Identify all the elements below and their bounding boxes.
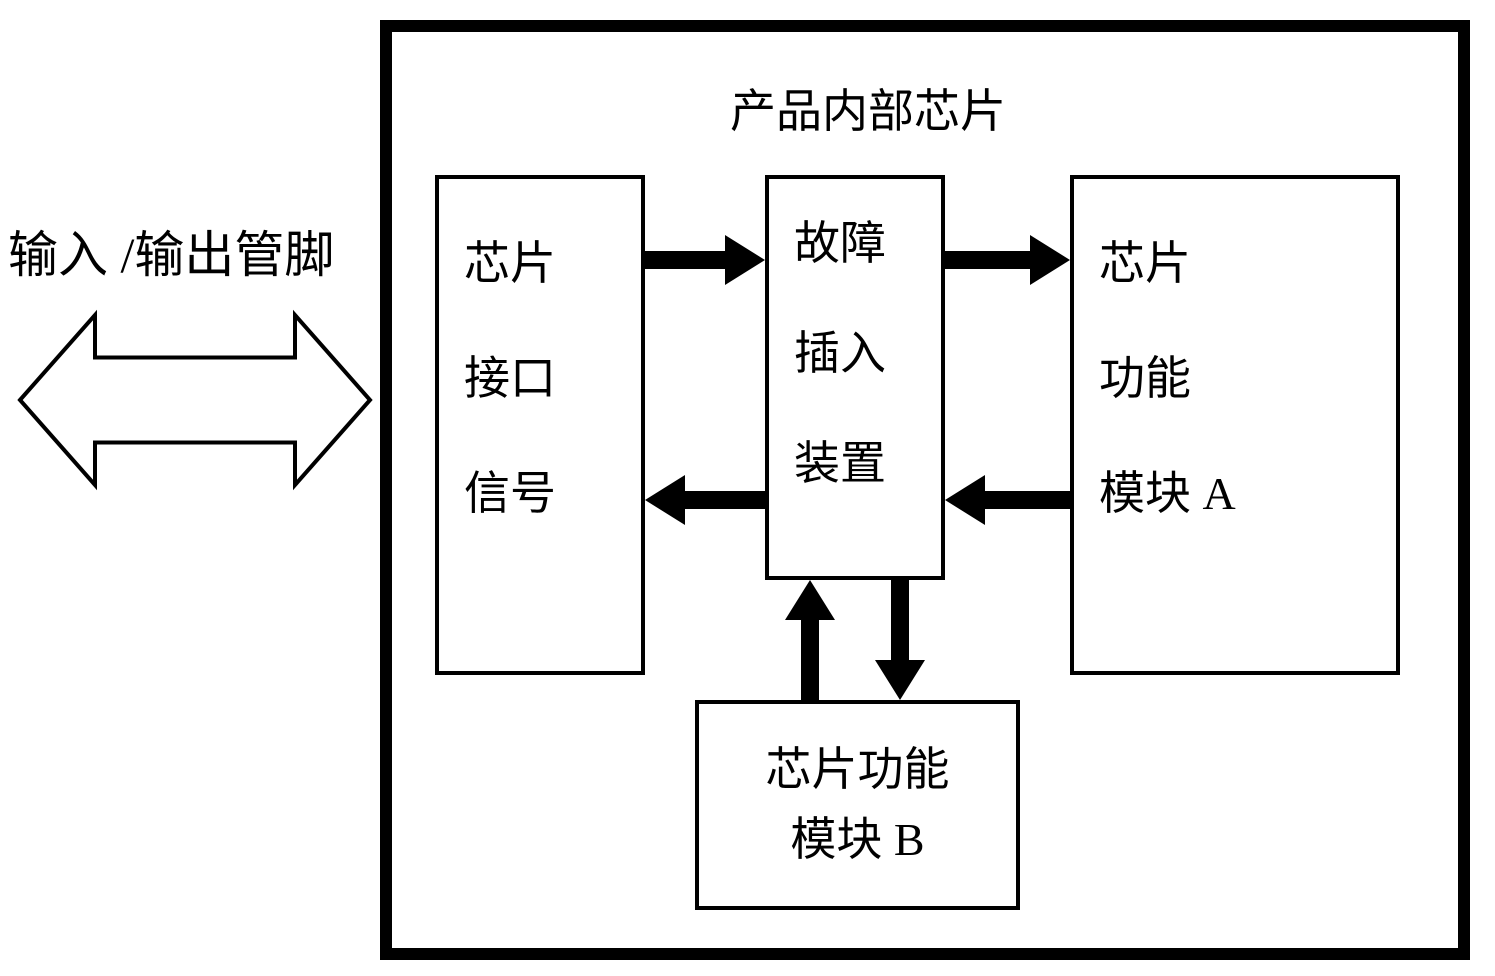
node-text-line: 信号 xyxy=(464,464,556,524)
diagram-canvas: 输入 /输出管脚 产品内部芯片 芯片接口信号 故障插入装置 芯片功能模块 A 芯… xyxy=(0,0,1495,976)
node-text-line: 芯片 xyxy=(464,234,556,294)
module-a-node: 芯片功能模块 A xyxy=(1070,175,1400,675)
node-text-line: 装置 xyxy=(794,434,886,494)
node-text-line: 模块 B xyxy=(790,810,924,870)
external-io-label: 输入 /输出管脚 xyxy=(8,215,334,287)
node-text-line: 功能 xyxy=(1099,349,1236,409)
io-double-arrow-icon xyxy=(20,315,370,485)
module-b-node: 芯片功能模块 B xyxy=(695,700,1020,910)
node-text-line: 芯片功能 xyxy=(766,740,950,800)
chip-interface-node: 芯片接口信号 xyxy=(435,175,645,675)
fault-insert-node: 故障插入装置 xyxy=(765,175,945,580)
node-text-line: 故障 xyxy=(794,214,886,274)
node-text-line: 插入 xyxy=(794,324,886,384)
node-text-line: 芯片 xyxy=(1099,234,1236,294)
node-text-line: 接口 xyxy=(464,349,556,409)
node-text-line: 模块 A xyxy=(1099,464,1236,524)
chip-title-label: 产品内部芯片 xyxy=(730,75,1006,141)
